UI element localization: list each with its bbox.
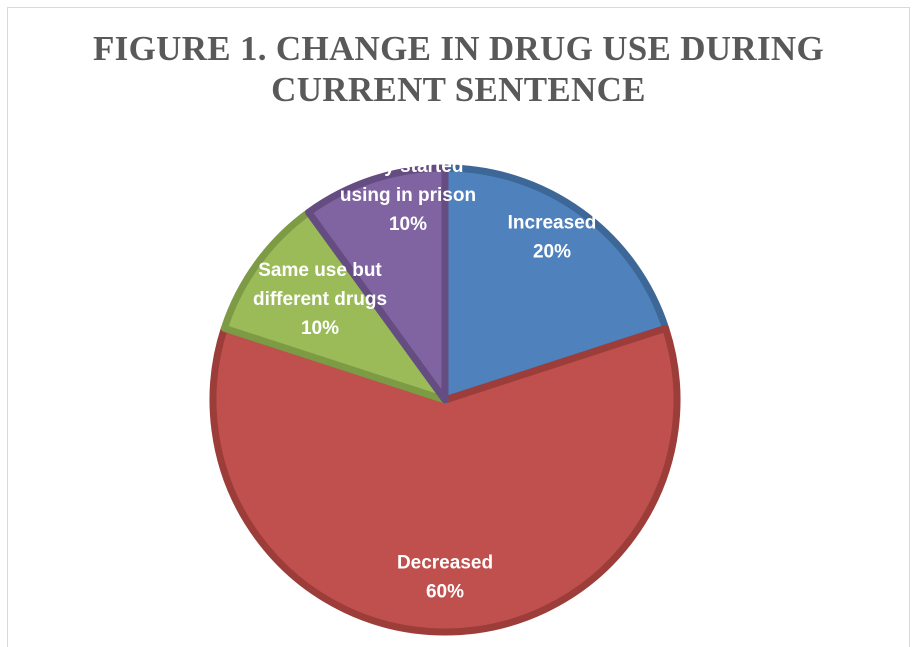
- slice-value-label: 20%: [533, 242, 571, 263]
- slice-category-label: Same use but: [258, 260, 382, 281]
- slice-value-label: 10%: [301, 318, 339, 339]
- slice-category-label: different drugs: [253, 289, 387, 310]
- slice-value-label: 60%: [426, 582, 464, 603]
- slice-value-label: 10%: [389, 214, 427, 235]
- slice-category-label: using in prison: [340, 185, 476, 206]
- pie-slice-decreased: [209, 324, 681, 636]
- pie-slice-same-use-but-different-drugs: [220, 208, 449, 404]
- slice-category-label: Only started: [353, 156, 464, 177]
- chart-title-line-1: FIGURE 1. CHANGE IN DRUG USE DURING: [93, 29, 824, 68]
- slice-label-group: Only started using in prison 10%: [340, 156, 476, 235]
- slice-label-group: Increased 20%: [508, 213, 597, 263]
- chart-title-line-2: CURRENT SENTENCE: [271, 70, 646, 109]
- slice-label-group: Same use but different drugs 10%: [253, 260, 387, 339]
- slice-category-label: Increased: [508, 213, 597, 234]
- pie-slice-only-started-using-in-prison: [305, 164, 449, 404]
- slice-category-label: Decreased: [397, 553, 493, 574]
- pie-slice-increased: [441, 164, 670, 404]
- chart-title: FIGURE 1. CHANGE IN DRUG USE DURING CURR…: [0, 28, 917, 110]
- slice-label-group: Decreased 60%: [397, 553, 493, 603]
